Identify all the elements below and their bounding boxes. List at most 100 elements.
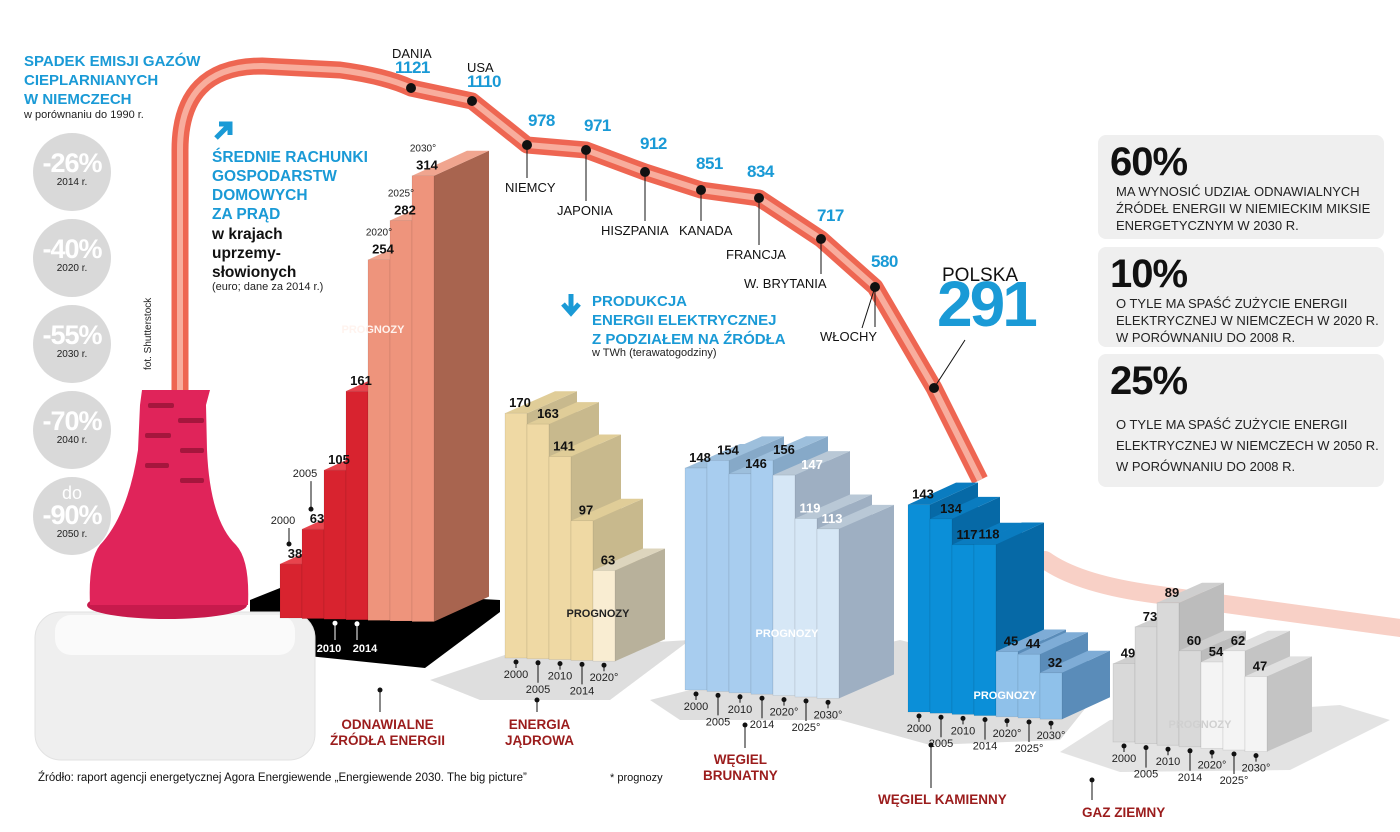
year-tick-dot (1187, 748, 1193, 754)
emission-circle: -26% 2014 r. (33, 133, 111, 211)
fact-text-line: O TYLE MA SPAŚĆ ZUŻYCIE ENERGII (1116, 417, 1348, 432)
emission-value: -26% (42, 148, 102, 178)
bar-top (751, 436, 828, 461)
year-tick-dot (308, 506, 314, 512)
year-label: 2025° (388, 189, 414, 200)
category-line: WĘGIEL (713, 752, 767, 767)
year-tick-dot (332, 620, 338, 626)
production-title-line: ENERGII ELEKTRYCZNEJ (592, 312, 777, 329)
fact-box: 10% O TYLE MA SPAŚĆ ZUŻYCIE ENERGII ELEK… (1098, 247, 1384, 347)
bar-value-label: 62 (1231, 633, 1245, 648)
bar-value-label: 49 (1121, 646, 1135, 661)
plug-and-socket-illustration (34, 390, 316, 761)
bar-front (526, 423, 550, 660)
production-title-line: PRODUKCJA (592, 293, 688, 310)
bar-front (301, 528, 325, 619)
prices-subtitle-line: słowionych (212, 264, 297, 281)
bar-value-label: 60 (1187, 633, 1201, 648)
prices-title-line: ZA PRĄD (212, 206, 281, 223)
bar-value-label: 117 (957, 527, 978, 542)
year-label: 2005 (526, 684, 550, 696)
bar-value-label: 97 (579, 503, 593, 518)
year-label: 2025° (792, 722, 821, 734)
bar (1039, 650, 1110, 720)
year-label: 2025° (1015, 743, 1044, 755)
year-label: 2000 (684, 701, 708, 713)
year-label: 2005 (706, 716, 730, 728)
year-label: 2010 (951, 725, 975, 737)
bar-front (570, 520, 594, 661)
production-unit: w TWh (terawatogodziny) (592, 347, 717, 359)
bar-value-label: 156 (773, 442, 795, 457)
emission-year: 2040 r. (56, 435, 88, 446)
prices-subtitle-line: w krajach (212, 226, 283, 243)
bar-top (593, 548, 665, 571)
bar (1244, 656, 1312, 752)
year-tick-dot (601, 662, 607, 668)
bar-front (951, 544, 975, 715)
bar-top (505, 391, 577, 414)
bar-top (952, 522, 1022, 545)
plug-body (89, 390, 249, 605)
year-tick-dot (825, 699, 831, 705)
category-leader-dot (928, 742, 934, 748)
fact-text-line: ELEKTRYCZNEJ W NIEMCZECH W 2020 R. (1116, 313, 1379, 328)
bar-value-label: 282 (394, 203, 416, 218)
year-label: 2014 (973, 741, 997, 753)
country-name: W. BRYTANIA (744, 276, 827, 291)
bar-front (1200, 661, 1224, 749)
bar-top (908, 482, 978, 505)
bar-front (706, 460, 730, 692)
year-label: 2005 (1134, 769, 1158, 781)
bar-top (817, 504, 894, 529)
bar-front (907, 504, 931, 713)
production-title-line: Z PODZIAŁEM NA ŹRÓDŁA (592, 331, 786, 348)
year-tick-dot (938, 714, 944, 720)
category-line: GAZ ZIEMNY (1082, 805, 1166, 820)
year-label: 2005 (929, 738, 953, 750)
year-tick-dot (759, 695, 765, 701)
year-label: 2000 (504, 669, 528, 681)
forecast-label: PROGNOZY (1169, 719, 1233, 731)
bar-value-label: 163 (537, 406, 559, 421)
emission-year: 2020 r. (56, 263, 88, 274)
year-label: 2020° (366, 228, 392, 239)
year-label: 2005 (293, 468, 317, 480)
fact-box: 25% O TYLE MA SPAŚĆ ZUŻYCIE ENERGII ELEK… (1098, 354, 1384, 487)
country-price: 580 (871, 252, 898, 271)
year-tick-dot (1143, 745, 1149, 751)
emissions-title-line: SPADEK EMISJI GAZÓW (24, 53, 201, 70)
bar-front (750, 459, 774, 695)
year-tick-dot (1004, 718, 1010, 724)
fact-text-line: W PORÓWNANIU DO 2008 R. (1116, 330, 1296, 345)
bar-side (839, 504, 894, 699)
year-label: 2000 (1112, 753, 1136, 765)
bar-value-label: 161 (350, 373, 372, 388)
emissions-title-line: CIEPLARNIANYCH (24, 72, 159, 89)
year-tick-dot (1165, 746, 1171, 752)
bar-value-label: 134 (940, 501, 962, 516)
fact-text-line: O TYLE MA SPAŚĆ ZUŻYCIE ENERGII (1116, 296, 1348, 311)
category-line: ENERGIA (508, 717, 571, 732)
price-dot (581, 145, 591, 155)
price-leader-line (861, 286, 876, 329)
bar (816, 504, 894, 699)
year-tick-dot (803, 698, 809, 704)
fact-text-line: W PORÓWNANIU DO 2008 R. (1116, 459, 1296, 474)
arrow-down-icon (561, 294, 581, 317)
prices-title-line: ŚREDNIE RACHUNKI (212, 149, 368, 166)
bar-top (1018, 632, 1088, 655)
emission-year: 2030 r. (56, 349, 88, 360)
category-gas: GAZ ZIEMNY (1082, 805, 1165, 821)
bar-top (773, 451, 850, 476)
country-name: WŁOCHY (820, 329, 878, 344)
year-tick-dot (1253, 753, 1259, 759)
bar-front (816, 528, 840, 699)
bar-top (996, 629, 1066, 652)
bar-value-label: 45 (1004, 634, 1018, 649)
bar-front (345, 390, 369, 621)
country-price: 978 (528, 111, 555, 130)
prices-note: (euro; dane za 2014 r.) (212, 281, 324, 293)
year-label: 2000 (907, 723, 931, 735)
emission-circle: -70% 2040 r. (33, 391, 111, 469)
